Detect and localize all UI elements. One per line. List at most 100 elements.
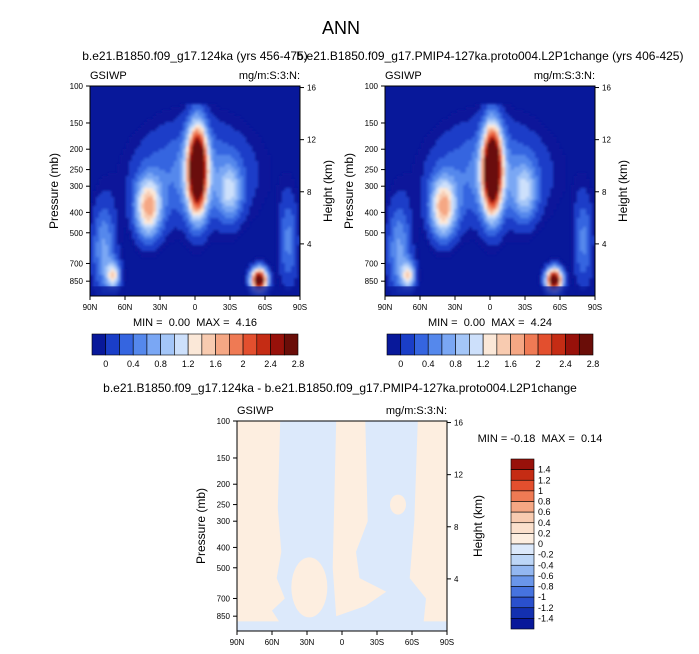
heatmap-cell <box>496 209 500 213</box>
heatmap-cell <box>469 128 473 132</box>
heatmap-cell <box>421 146 425 150</box>
heatmap-cell <box>120 236 124 240</box>
heatmap-cell <box>129 146 133 150</box>
heatmap-cell <box>288 266 292 270</box>
heatmap-cell <box>105 224 109 228</box>
heatmap-cell <box>102 206 106 210</box>
heatmap-cell <box>406 203 410 207</box>
heatmap-cell <box>496 158 500 162</box>
heatmap-cell <box>490 128 494 132</box>
heatmap-cell <box>388 224 392 228</box>
heatmap-cell <box>514 224 518 228</box>
heatmap-cell <box>532 173 536 177</box>
heatmap-cell <box>225 191 229 195</box>
heatmap-cell <box>279 266 283 270</box>
heatmap-cell <box>255 185 259 189</box>
heatmap-cell <box>436 155 440 159</box>
heatmap-cell <box>523 179 527 183</box>
heatmap-cell <box>210 125 214 129</box>
heatmap-cell <box>180 164 184 168</box>
heatmap-cell <box>213 125 217 129</box>
heatmap-cell <box>234 146 238 150</box>
heatmap-cell <box>228 122 232 126</box>
heatmap-cell <box>144 209 148 213</box>
heatmap-cell <box>240 212 244 216</box>
heatmap-cell <box>183 140 187 144</box>
heatmap-cell <box>282 209 286 213</box>
heatmap-cell <box>216 131 220 135</box>
heatmap-cell <box>246 266 250 270</box>
heatmap-cell <box>466 170 470 174</box>
heatmap-cell <box>285 239 289 243</box>
heatmap-cell <box>469 158 473 162</box>
heatmap-cell <box>192 125 196 129</box>
heatmap-cell <box>174 188 178 192</box>
heatmap-cell <box>574 182 578 186</box>
heatmap-cell <box>216 167 220 171</box>
heatmap-cell <box>144 152 148 156</box>
heatmap-cell <box>96 218 100 222</box>
heatmap-cell <box>180 149 184 153</box>
heatmap-cell <box>135 245 139 249</box>
heatmap-cell <box>553 188 557 192</box>
heatmap-cell <box>195 242 199 246</box>
heatmap-cell <box>117 263 121 267</box>
heatmap-cell <box>114 230 118 234</box>
heatmap-cell <box>478 179 482 183</box>
heatmap-cell <box>276 239 280 243</box>
heatmap-cell <box>294 281 298 285</box>
heatmap-cell <box>433 197 437 201</box>
heatmap-cell <box>508 122 512 126</box>
heatmap-cell <box>499 164 503 168</box>
heatmap-cell <box>135 215 139 219</box>
heatmap-cell <box>397 221 401 225</box>
heatmap-cell <box>484 191 488 195</box>
heatmap-cell <box>550 179 554 183</box>
heatmap-cell <box>481 122 485 126</box>
heatmap-cell <box>216 116 220 120</box>
heatmap-cell <box>159 248 163 252</box>
heatmap-cell <box>153 146 157 150</box>
heatmap-cell <box>547 173 551 177</box>
heatmap-cell <box>448 152 452 156</box>
heatmap-cell <box>93 203 97 207</box>
heatmap-cell <box>168 140 172 144</box>
heatmap-cell <box>111 203 115 207</box>
heatmap-cell <box>532 143 536 147</box>
heatmap-cell <box>90 263 94 267</box>
heatmap-cell <box>180 128 184 132</box>
heatmap-cell <box>216 161 220 165</box>
heatmap-cell <box>415 155 419 159</box>
heatmap-cell <box>496 194 500 198</box>
heatmap-cell <box>150 122 154 126</box>
heatmap-cell <box>210 179 214 183</box>
heatmap-cell <box>288 251 292 255</box>
heatmap-cell <box>490 143 494 147</box>
heatmap-cell <box>174 158 178 162</box>
heatmap-cell <box>249 179 253 183</box>
heatmap-cell <box>111 209 115 213</box>
heatmap-cell <box>400 218 404 222</box>
heatmap-cell <box>141 149 145 153</box>
heatmap-cell <box>496 176 500 180</box>
heatmap-cell <box>487 137 491 141</box>
heatmap-cell <box>234 218 238 222</box>
heatmap-cell <box>276 233 280 237</box>
heatmap-cell <box>117 236 121 240</box>
heatmap-cell <box>135 182 139 186</box>
heatmap-cell <box>511 125 515 129</box>
heatmap-cell <box>192 131 196 135</box>
heatmap-cell <box>111 227 115 231</box>
heatmap-cell <box>228 158 232 162</box>
heatmap-cell <box>496 131 500 135</box>
heatmap-cell <box>144 131 148 135</box>
heatmap-cell <box>460 221 464 225</box>
heatmap-cell <box>225 185 229 189</box>
heatmap-cell <box>291 215 295 219</box>
heatmap-cell <box>195 245 199 249</box>
heatmap-cell <box>177 155 181 159</box>
heatmap-cell <box>427 158 431 162</box>
heatmap-cell <box>111 173 115 177</box>
heatmap-cell <box>514 203 518 207</box>
heatmap-cell <box>183 239 187 243</box>
